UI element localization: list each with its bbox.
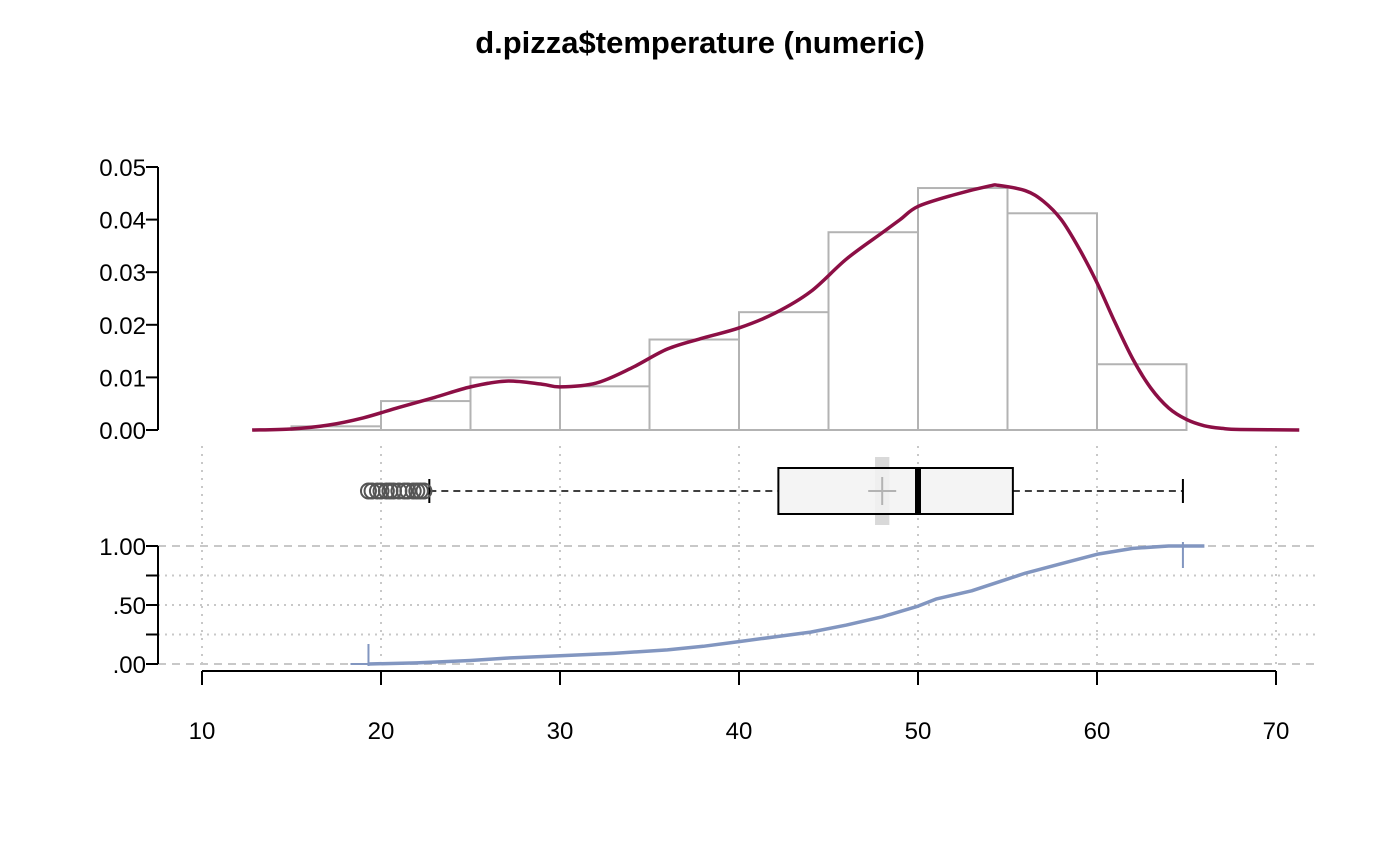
histogram-y-tick-label-0: 0.00 [99, 418, 146, 445]
histogram-bar-4 [648, 338, 740, 432]
vertical-gridlines [201, 446, 1277, 664]
histogram-bar-9 [1096, 363, 1188, 431]
density-curve-layer [252, 183, 1300, 432]
x-tick-label-40: 40 [726, 718, 753, 745]
x-tick-label-10: 10 [189, 718, 216, 745]
histogram-y-tick-label-4: 0.04 [99, 208, 146, 235]
outlier-point-9 [399, 482, 417, 500]
chart-title: d.pizza$temperature (numeric) [475, 25, 925, 60]
histogram-y-axis: 0.00 0.01 0.02 0.03 0.04 0.05 [99, 155, 159, 445]
ecdf-y-tick-label-1: .50 [113, 593, 146, 620]
ecdf-y-axis: .00 .50 1.00 [99, 534, 159, 679]
histogram [290, 187, 1188, 432]
outlier-point-3 [372, 482, 390, 500]
histogram-y-tick-label-1: 0.01 [99, 365, 146, 392]
histogram-bar-5 [738, 311, 830, 431]
histogram-bar-3 [559, 385, 651, 432]
histogram-y-tick-label-3: 0.03 [99, 260, 146, 287]
outlier-point-13 [415, 482, 433, 500]
histogram-y-tick-label-2: 0.02 [99, 313, 146, 340]
ecdf-y-tick-label-2: 1.00 [99, 534, 146, 561]
histogram-bar-7 [917, 187, 1009, 431]
histogram-bar-1 [380, 400, 472, 432]
x-tick-label-30: 30 [547, 718, 574, 745]
x-axis: 10 20 30 40 50 60 70 [189, 670, 1290, 745]
x-tick-label-50: 50 [905, 718, 932, 745]
density-curve [252, 183, 1300, 432]
x-tick-label-70: 70 [1263, 718, 1290, 745]
ecdf-y-tick-label-0: .00 [113, 652, 146, 679]
ecdf-curve [368, 544, 1205, 666]
ecdf-plot [158, 542, 1318, 666]
boxplot [359, 457, 1184, 525]
x-tick-label-60: 60 [1084, 718, 1111, 745]
histogram-y-tick-label-5: 0.05 [99, 155, 146, 182]
x-tick-label-20: 20 [368, 718, 395, 745]
histogram-bar-8 [1006, 212, 1098, 431]
